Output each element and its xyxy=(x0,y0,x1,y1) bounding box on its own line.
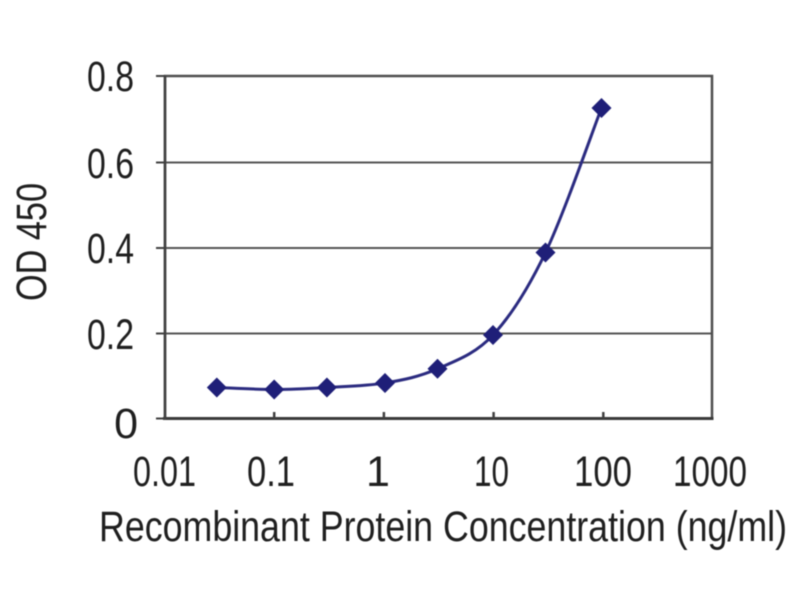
svg-text:1000: 1000 xyxy=(673,448,747,496)
svg-text:Recombinant Protein Concentrat: Recombinant Protein Concentration (ng/ml… xyxy=(99,503,787,551)
svg-text:0.6: 0.6 xyxy=(87,140,134,188)
svg-text:0.01: 0.01 xyxy=(133,448,196,496)
svg-text:0.1: 0.1 xyxy=(247,448,295,496)
svg-text:0.8: 0.8 xyxy=(87,53,134,101)
svg-text:10: 10 xyxy=(474,448,509,496)
svg-text:OD 450: OD 450 xyxy=(8,183,56,301)
svg-text:0.2: 0.2 xyxy=(87,311,134,359)
svg-text:0: 0 xyxy=(114,400,138,448)
svg-text:0.4: 0.4 xyxy=(87,225,134,273)
svg-text:100: 100 xyxy=(574,448,632,496)
svg-text:1: 1 xyxy=(366,448,390,496)
